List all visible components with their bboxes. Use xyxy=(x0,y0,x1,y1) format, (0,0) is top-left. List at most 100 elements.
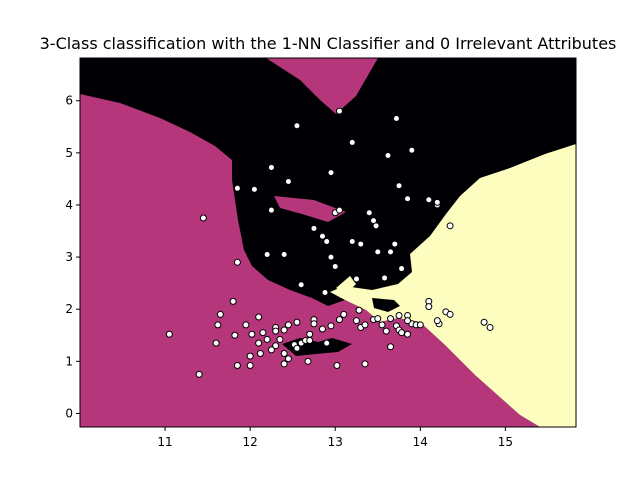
decision-regions xyxy=(80,58,576,427)
data-point xyxy=(348,138,356,146)
data-point xyxy=(335,206,343,214)
data-point xyxy=(229,297,237,305)
plot-frame xyxy=(79,57,577,428)
x-tick-label: 12 xyxy=(243,435,258,449)
y-tick-label: 2 xyxy=(65,302,73,316)
data-point xyxy=(293,318,301,326)
data-point xyxy=(340,310,348,318)
data-point xyxy=(233,362,241,369)
data-point xyxy=(195,370,203,378)
data-point xyxy=(392,114,400,122)
x-tick-label: 13 xyxy=(328,435,343,449)
data-point xyxy=(384,151,392,159)
data-point xyxy=(310,224,318,232)
region-class-1 xyxy=(372,298,400,312)
data-point xyxy=(272,342,280,350)
data-point xyxy=(246,352,254,360)
y-tick-label: 4 xyxy=(65,198,73,212)
data-point xyxy=(378,321,386,329)
y-tick-label: 3 xyxy=(65,250,73,264)
x-axis: 11 12 13 14 15 xyxy=(157,427,513,449)
data-point xyxy=(404,330,412,338)
data-point xyxy=(355,306,363,314)
y-axis: 0 1 2 3 4 5 6 xyxy=(65,94,80,420)
data-points xyxy=(165,107,494,378)
data-point xyxy=(214,321,222,329)
data-point xyxy=(250,185,258,193)
y-tick-label: 6 xyxy=(65,94,73,108)
region-class-0 xyxy=(266,58,378,114)
data-point xyxy=(331,262,339,270)
data-point xyxy=(306,330,314,338)
data-point xyxy=(276,335,284,343)
data-point xyxy=(263,335,271,343)
data-point xyxy=(486,323,494,331)
data-point xyxy=(272,327,280,335)
data-point xyxy=(284,321,292,329)
data-point xyxy=(353,275,361,283)
data-point xyxy=(387,248,395,256)
data-point xyxy=(242,321,250,329)
data-point xyxy=(165,330,173,338)
data-point xyxy=(433,198,441,206)
data-point xyxy=(335,316,343,324)
data-point xyxy=(212,339,220,347)
data-point xyxy=(391,240,399,248)
data-point xyxy=(398,265,406,273)
data-point xyxy=(280,360,288,368)
data-point xyxy=(480,318,488,326)
data-point xyxy=(318,232,326,240)
data-point xyxy=(353,317,361,325)
data-point xyxy=(382,327,390,335)
data-point xyxy=(398,329,406,337)
data-point xyxy=(327,322,335,330)
data-point xyxy=(446,222,454,230)
data-point xyxy=(374,315,382,323)
data-point xyxy=(348,237,356,245)
data-point xyxy=(357,240,365,248)
data-point xyxy=(323,237,331,245)
data-point xyxy=(381,274,389,282)
data-point xyxy=(446,310,454,318)
data-point xyxy=(216,310,224,318)
region-class-2 xyxy=(336,276,356,294)
data-point xyxy=(267,346,275,354)
data-point xyxy=(408,146,416,154)
data-point xyxy=(335,107,343,115)
data-point xyxy=(416,321,424,329)
data-point xyxy=(284,178,292,186)
data-point xyxy=(199,214,207,222)
data-point xyxy=(374,248,382,256)
data-point xyxy=(323,339,331,347)
data-point xyxy=(259,329,267,337)
data-point xyxy=(233,258,241,266)
data-point xyxy=(304,357,312,365)
data-point xyxy=(297,281,305,289)
data-point xyxy=(256,350,264,358)
data-point xyxy=(327,253,335,261)
data-point xyxy=(293,122,301,130)
data-point xyxy=(425,196,433,204)
data-point xyxy=(387,343,395,351)
x-tick-label: 15 xyxy=(498,435,513,449)
data-point xyxy=(280,350,288,358)
data-point xyxy=(372,222,380,230)
data-point xyxy=(425,303,433,311)
data-point xyxy=(255,339,263,347)
x-tick-label: 14 xyxy=(413,435,428,449)
data-point xyxy=(263,250,271,258)
data-point xyxy=(404,317,412,325)
region-class-0 xyxy=(80,94,540,427)
data-point xyxy=(248,330,256,338)
data-point xyxy=(327,169,335,177)
data-point xyxy=(333,362,341,369)
y-tick-label: 1 xyxy=(65,354,73,368)
data-point xyxy=(404,195,412,203)
data-point xyxy=(395,311,403,319)
data-point xyxy=(284,355,292,363)
data-point xyxy=(280,326,288,334)
data-point xyxy=(387,315,395,323)
region-class-2 xyxy=(330,144,576,427)
data-point xyxy=(231,331,239,339)
